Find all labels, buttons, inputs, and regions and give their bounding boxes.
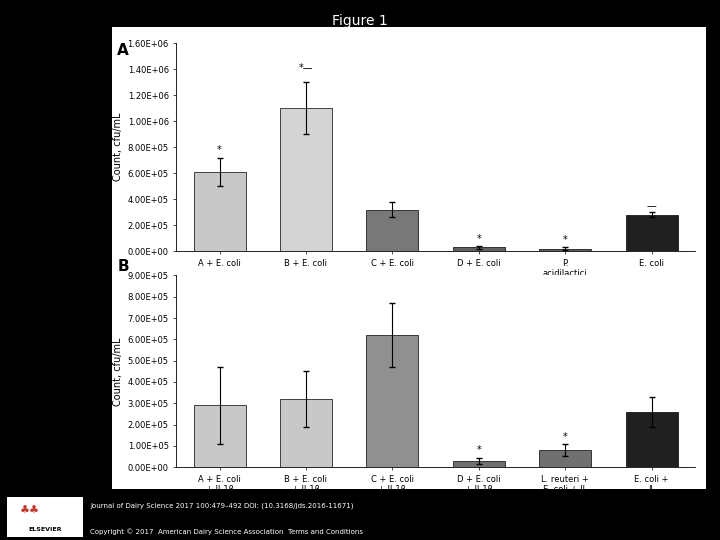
Bar xyxy=(194,406,246,467)
Bar xyxy=(453,461,505,467)
Text: *: * xyxy=(563,431,567,442)
Bar xyxy=(280,399,332,467)
Text: Journal of Dairy Science 2017 100:479–492 DOI: (10.3168/jds.2016-11671): Journal of Dairy Science 2017 100:479–49… xyxy=(90,502,354,509)
Bar xyxy=(626,215,678,251)
Text: *: * xyxy=(563,235,567,245)
Y-axis label: Count, cfu/mL: Count, cfu/mL xyxy=(113,113,123,181)
Text: Copyright © 2017  American Dairy Science Association  Terms and Conditions: Copyright © 2017 American Dairy Science … xyxy=(90,528,363,535)
Text: *: * xyxy=(217,145,222,155)
Text: ELSEVIER: ELSEVIER xyxy=(28,526,62,532)
Bar xyxy=(194,172,246,251)
Text: ♣♣: ♣♣ xyxy=(20,506,40,516)
Text: Figure 1: Figure 1 xyxy=(332,14,388,28)
Text: B: B xyxy=(117,259,129,274)
Text: *: * xyxy=(477,234,481,244)
Bar xyxy=(366,210,418,251)
Bar xyxy=(453,247,505,251)
Text: *: * xyxy=(477,446,481,455)
Bar xyxy=(539,450,591,467)
Bar xyxy=(539,248,591,251)
Text: —: — xyxy=(647,201,657,211)
Text: *—: *— xyxy=(299,62,313,72)
Bar xyxy=(626,411,678,467)
Bar xyxy=(366,335,418,467)
Y-axis label: Count, cfu/mL: Count, cfu/mL xyxy=(114,337,123,406)
Bar xyxy=(280,108,332,251)
Text: A: A xyxy=(117,43,129,58)
